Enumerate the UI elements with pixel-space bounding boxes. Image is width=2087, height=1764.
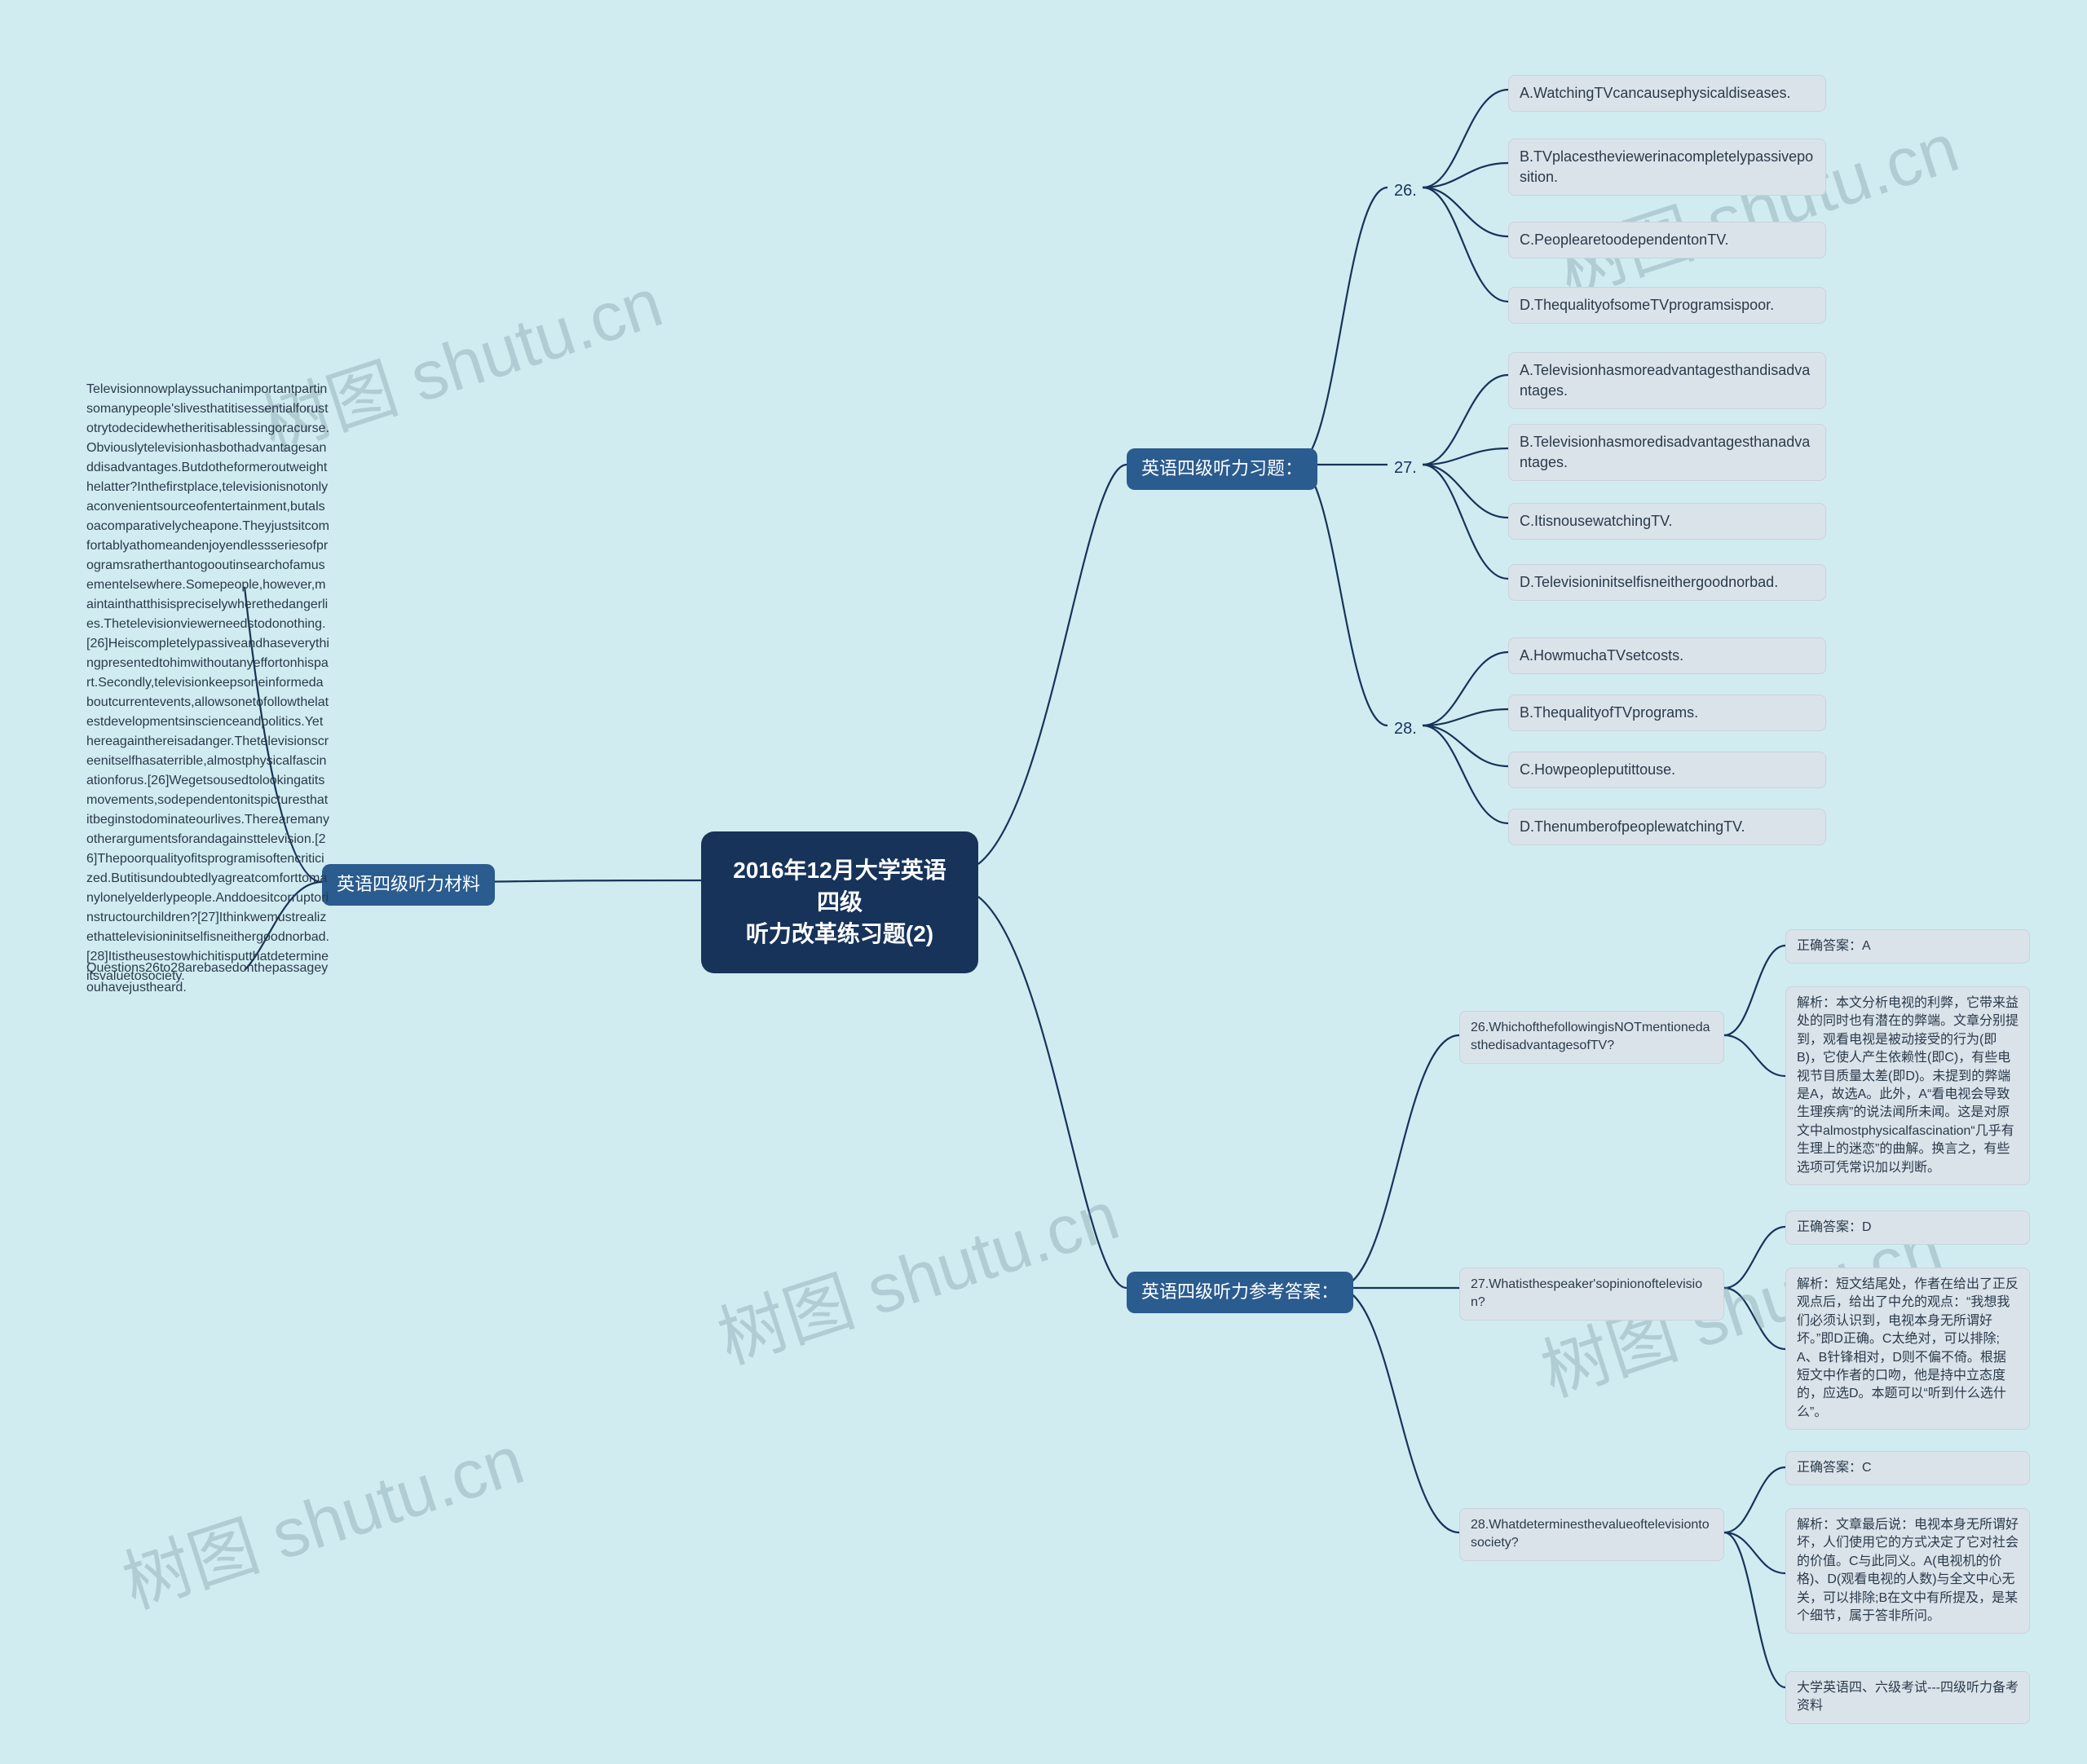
q26-c: C.PeoplearetoodependentonTV.	[1508, 222, 1826, 258]
q27-d: D.Televisioninitselfisneithergoodnorbad.	[1508, 564, 1826, 601]
q28-answer: 正确答案：C	[1785, 1451, 2030, 1485]
q26-b: B.TVplacestheviewerinacompletelypassivep…	[1508, 139, 1826, 196]
q28-num: 28.	[1388, 714, 1423, 743]
q27-a: A.Televisionhasmoreadvantagesthandisadva…	[1508, 352, 1826, 409]
q27-answer: 正确答案：D	[1785, 1211, 2030, 1245]
q26-num: 26.	[1388, 176, 1423, 205]
q27-b: B.Televisionhasmoredisadvantagesthanadva…	[1508, 424, 1826, 481]
q26-answer: 正确答案：A	[1785, 929, 2030, 964]
q27-num: 27.	[1388, 453, 1423, 483]
q26-a: A.WatchingTVcancausephysicaldiseases.	[1508, 75, 1826, 112]
watermark: 树图 shutu.cn	[704, 1161, 1129, 1383]
q28-d: D.ThenumberofpeoplewatchingTV.	[1508, 809, 1826, 845]
q26-d: D.ThequalityofsomeTVprogramsispoor.	[1508, 287, 1826, 324]
watermark: 树图 shutu.cn	[109, 1405, 534, 1627]
q26-question: 26.WhichofthefollowingisNOTmentionedasth…	[1459, 1011, 1724, 1064]
branch-exercises: 英语四级听力习题：	[1127, 448, 1317, 490]
q28-c: C.Howpeopleputittouse.	[1508, 752, 1826, 788]
q28-b: B.ThequalityofTVprograms.	[1508, 695, 1826, 731]
q27-question: 27.Whatisthespeaker'sopinionoftelevision…	[1459, 1268, 1724, 1321]
q28-extra: 大学英语四、六级考试---四级听力备考资料	[1785, 1671, 2030, 1724]
passage-text: Televisionnowplayssuchanimportantpartins…	[82, 375, 334, 991]
watermark: 树图 shutu.cn	[1544, 93, 1969, 315]
root-title-line2: 听力改革练习题(2)	[746, 921, 933, 946]
q28-a: A.HowmuchaTVsetcosts.	[1508, 637, 1826, 674]
branch-material: 英语四级听力材料	[322, 864, 495, 906]
root-title-line1: 2016年12月大学英语四级	[733, 858, 946, 915]
root-node: 2016年12月大学英语四级 听力改革练习题(2)	[701, 831, 978, 973]
q28-question: 28.Whatdeterminesthevalueoftelevisiontos…	[1459, 1508, 1724, 1561]
branch-answers: 英语四级听力参考答案：	[1127, 1272, 1353, 1313]
q28-analysis: 解析：文章最后说：电视本身无所谓好坏，人们使用它的方式决定了它对社会的价值。C与…	[1785, 1508, 2030, 1634]
q27-analysis: 解析：短文结尾处，作者在给出了正反观点后，给出了中允的观点：“我想我们必须认识到…	[1785, 1268, 2030, 1430]
q27-c: C.ItisnousewatchingTV.	[1508, 503, 1826, 540]
q26-analysis: 解析：本文分析电视的利弊，它带来益处的同时也有潜在的弊端。文章分别提到，观看电视…	[1785, 986, 2030, 1185]
questions-note: Questions26to28arebasedonthepassageyouha…	[82, 954, 334, 1003]
